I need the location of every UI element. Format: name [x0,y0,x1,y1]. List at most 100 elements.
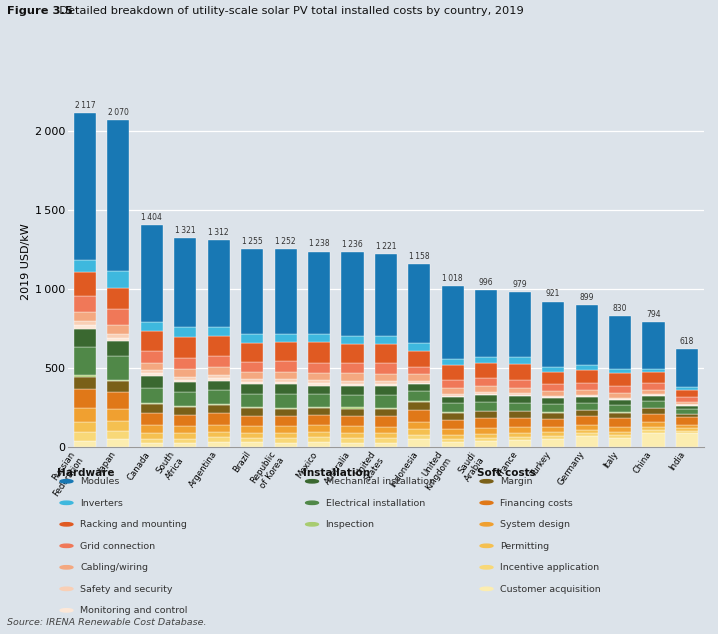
Bar [107,430,129,439]
Bar [609,405,631,412]
Bar [542,427,564,432]
Circle shape [60,501,73,505]
Bar [274,249,297,334]
Bar [241,372,264,379]
Bar [74,377,96,389]
Bar [375,344,397,363]
Bar [74,325,96,329]
Bar [676,425,698,429]
Circle shape [60,544,73,548]
Text: Grid connection: Grid connection [80,541,155,551]
Bar [141,388,163,403]
Bar [107,338,129,342]
Bar [676,417,698,425]
Bar [274,372,297,379]
Bar [241,432,264,437]
Bar [375,384,397,387]
Bar [308,385,330,394]
Bar [609,394,631,398]
Bar [409,410,430,422]
Bar [241,416,264,426]
Bar [342,408,363,416]
Text: 1 221: 1 221 [376,242,396,251]
Bar [308,394,330,407]
Bar [375,373,397,381]
Text: Electrical installation: Electrical installation [326,499,425,508]
Bar [609,418,631,427]
Bar [508,393,531,395]
Bar [475,378,498,387]
Bar [308,363,330,373]
Text: 1 404: 1 404 [141,213,162,223]
Bar [375,387,397,395]
Bar [676,398,698,402]
Bar [542,419,564,427]
Text: Inverters: Inverters [80,499,123,508]
Bar [274,334,297,342]
Bar [308,407,330,408]
Bar [508,357,531,363]
Bar [342,335,363,344]
Bar [542,391,564,396]
Bar [409,434,430,439]
Bar [409,264,430,343]
Bar [576,410,597,416]
Bar [141,443,163,447]
Bar [141,439,163,443]
Bar [643,430,665,433]
Bar [241,361,264,372]
Circle shape [60,480,73,483]
Circle shape [60,609,73,612]
Bar [208,356,230,367]
Bar [676,409,698,413]
Text: Figure 3.5: Figure 3.5 [7,6,73,16]
Bar [107,309,129,325]
Bar [342,344,363,363]
Bar [74,329,96,347]
Bar [107,288,129,309]
Text: Modules: Modules [80,477,119,486]
Bar [274,443,297,447]
Bar [174,392,196,406]
Bar [74,321,96,325]
Bar [508,388,531,393]
Text: Source: IRENA Renewable Cost Database.: Source: IRENA Renewable Cost Database. [7,618,207,627]
Bar [609,368,631,373]
Bar [442,403,464,413]
Bar [576,425,597,430]
Text: Racking and mounting: Racking and mounting [80,520,187,529]
Bar [542,398,564,404]
Bar [174,369,196,377]
Bar [274,416,297,426]
Bar [475,434,498,437]
Bar [342,384,363,386]
Bar [475,363,498,378]
Bar [643,413,665,422]
Bar [643,427,665,430]
Bar [508,432,531,436]
Bar [576,305,597,365]
Bar [141,413,163,425]
Bar [542,432,564,436]
Circle shape [306,501,319,505]
Bar [241,442,264,447]
Text: 1 255: 1 255 [242,236,263,246]
Bar [342,252,363,335]
Bar [74,260,96,271]
Bar [308,373,330,380]
Bar [141,404,163,413]
Bar [609,438,631,447]
Bar [107,356,129,380]
Bar [475,395,498,402]
Bar [676,431,698,433]
Bar [576,394,597,396]
Bar [442,394,464,396]
Bar [475,290,498,357]
Bar [74,311,96,321]
Bar [308,333,330,342]
Bar [375,427,397,433]
Bar [442,365,464,380]
Bar [643,383,665,390]
Bar [508,411,531,418]
Bar [208,240,230,327]
